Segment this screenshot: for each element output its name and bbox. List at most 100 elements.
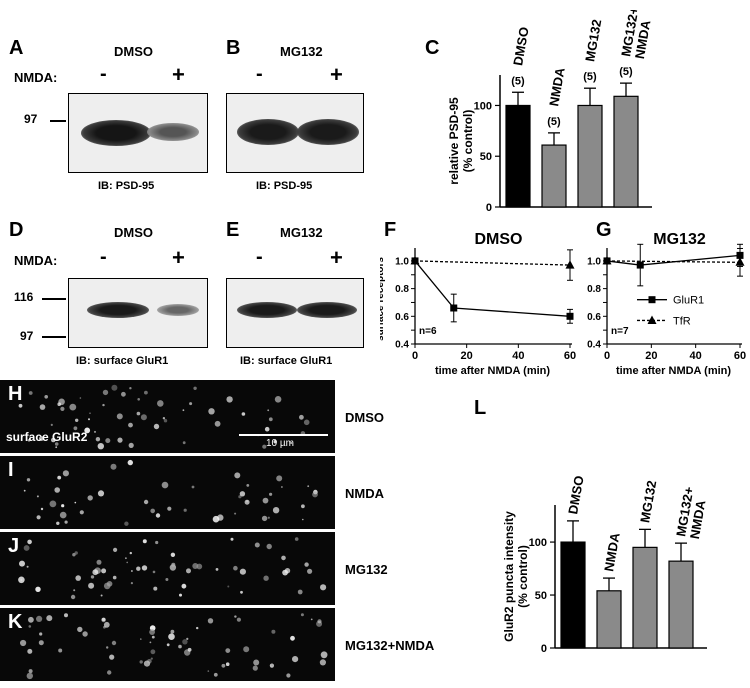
y-axis-label: relative PSD-95(% control) bbox=[447, 97, 475, 185]
punctum bbox=[254, 542, 260, 548]
punctum bbox=[50, 423, 53, 426]
series-line-tfr bbox=[414, 260, 571, 266]
punctum bbox=[171, 562, 176, 567]
ib-label-e: IB: surface GluR1 bbox=[240, 355, 333, 367]
punctum bbox=[301, 504, 305, 509]
mw-marker-97-a: 97 bbox=[24, 112, 38, 126]
plus-label-b: + bbox=[330, 62, 343, 87]
category-label: MG132+NMDA bbox=[618, 10, 655, 60]
scale-bar-label: 10 µm bbox=[266, 438, 294, 449]
punctum bbox=[49, 500, 57, 508]
punctum bbox=[150, 657, 153, 660]
y-axis-label: GluR2 puncta intensity(% control) bbox=[502, 511, 530, 642]
punctum bbox=[102, 403, 105, 407]
punctum bbox=[267, 409, 270, 412]
punctum bbox=[317, 619, 322, 624]
punctum bbox=[186, 637, 189, 640]
bar bbox=[505, 104, 531, 208]
scale-bar bbox=[239, 434, 328, 436]
data-point-tfr bbox=[602, 255, 612, 265]
punctum bbox=[36, 515, 41, 520]
punctum bbox=[181, 583, 187, 589]
western-blot-b bbox=[226, 93, 364, 173]
punctum bbox=[28, 669, 33, 674]
punctum bbox=[140, 638, 142, 640]
punctum bbox=[253, 659, 260, 666]
nmda-label-d: NMDA: bbox=[14, 253, 58, 268]
plus-label-d: + bbox=[172, 245, 185, 270]
x-axis-label: time after NMDA (min) bbox=[616, 365, 731, 377]
y-tick-label: 50 bbox=[535, 590, 547, 602]
punctum bbox=[74, 501, 77, 504]
punctum bbox=[23, 489, 26, 492]
punctum bbox=[162, 417, 166, 420]
punctum bbox=[221, 663, 226, 668]
marker-tick-d-97 bbox=[42, 336, 66, 338]
punctum bbox=[87, 495, 93, 501]
punctum bbox=[88, 418, 90, 421]
condition-label-i: NMDA bbox=[345, 486, 384, 501]
punctum bbox=[226, 396, 233, 403]
ib-label-d: IB: surface GluR1 bbox=[76, 355, 169, 367]
punctum bbox=[127, 459, 133, 466]
western-blot-d bbox=[68, 278, 208, 348]
ib-label-a: IB: PSD-95 bbox=[98, 180, 155, 192]
punctum bbox=[149, 629, 156, 635]
panel-label-h: H bbox=[8, 383, 23, 405]
punctum bbox=[151, 635, 155, 639]
punctum bbox=[182, 441, 186, 445]
punctum bbox=[111, 384, 118, 391]
punctum bbox=[182, 639, 188, 645]
punctum bbox=[61, 504, 65, 508]
punctum bbox=[227, 585, 230, 588]
punctum bbox=[129, 387, 132, 390]
punctum bbox=[267, 516, 270, 519]
punctum bbox=[307, 568, 313, 574]
punctum bbox=[128, 442, 134, 448]
panel-label-f: F bbox=[384, 219, 397, 241]
punctum bbox=[51, 437, 56, 443]
punctum bbox=[282, 569, 288, 576]
y-tick-label: 0.4 bbox=[587, 340, 601, 351]
punctum bbox=[144, 390, 148, 395]
punctum bbox=[28, 616, 34, 623]
punctum bbox=[128, 422, 133, 428]
n-label: (5) bbox=[583, 71, 597, 83]
punctum bbox=[59, 511, 67, 519]
punctum bbox=[217, 514, 224, 521]
punctum bbox=[233, 565, 238, 571]
punctum bbox=[89, 412, 91, 414]
stain-label: surface GluR2 bbox=[6, 430, 88, 444]
bar bbox=[632, 546, 658, 649]
punctum bbox=[152, 570, 156, 574]
punctum bbox=[75, 575, 81, 581]
punctum bbox=[167, 506, 172, 511]
y-axis-label: surface receptors bbox=[380, 257, 386, 341]
punctum bbox=[36, 495, 39, 498]
punctum bbox=[263, 575, 269, 581]
punctum bbox=[107, 670, 112, 675]
punctum bbox=[189, 402, 193, 406]
punctum bbox=[20, 639, 27, 647]
punctum bbox=[62, 470, 69, 477]
n-label: (5) bbox=[547, 116, 561, 128]
punctum bbox=[40, 507, 44, 511]
punctum bbox=[26, 478, 31, 482]
panel-label-c: C bbox=[425, 37, 440, 59]
punctum bbox=[136, 566, 141, 571]
data-point-tfr bbox=[410, 255, 420, 265]
punctum bbox=[150, 649, 156, 655]
western-blot-e bbox=[226, 278, 364, 348]
panel-label-b: B bbox=[226, 37, 241, 59]
y-tick-label: 0 bbox=[541, 643, 547, 655]
minus-label-a: - bbox=[100, 63, 107, 85]
n-label: (5) bbox=[619, 66, 633, 78]
panel-label-g: G bbox=[596, 219, 612, 241]
punctum bbox=[57, 402, 61, 406]
punctum bbox=[55, 446, 58, 449]
punctum bbox=[38, 640, 44, 646]
punctum bbox=[149, 641, 152, 644]
micrograph-j bbox=[0, 532, 335, 605]
punctum bbox=[269, 492, 273, 496]
punctum bbox=[112, 575, 117, 580]
